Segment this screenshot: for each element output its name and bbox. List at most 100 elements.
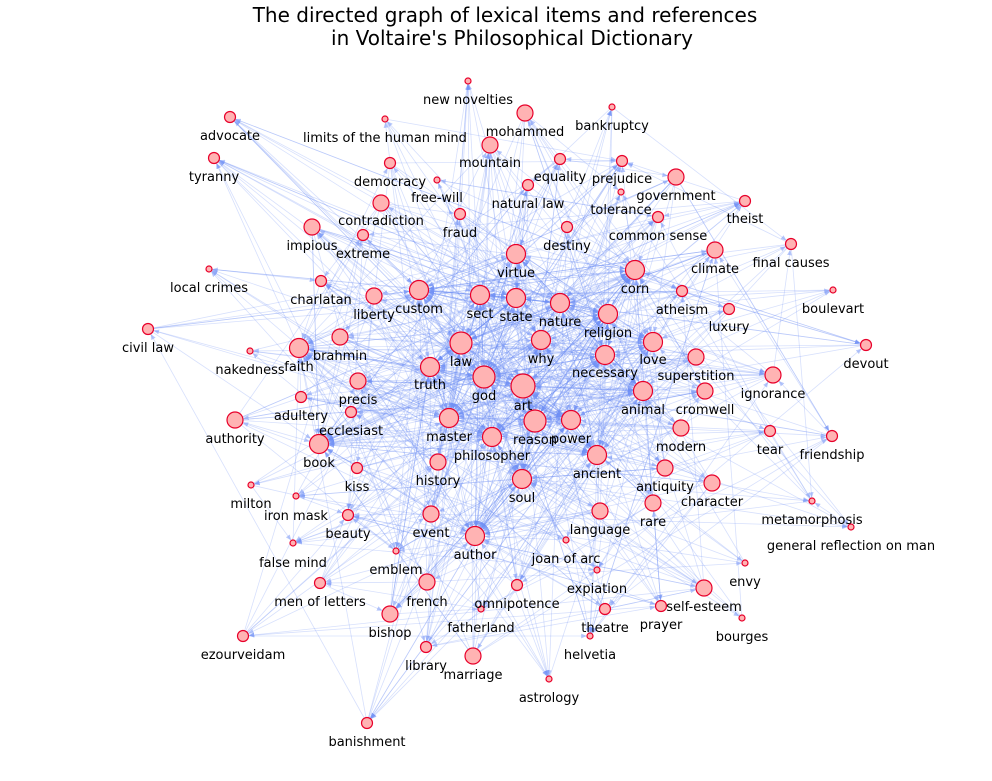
edge-religion-to-boulevart [607, 288, 830, 315]
edge-tear-to-metamorphosis [769, 430, 811, 499]
node-label-banishment: banishment [328, 735, 405, 750]
node-theatre [598, 602, 612, 616]
figure-title-line-2: in Voltaire's Philosophical Dictionary [331, 26, 693, 50]
edge-adultery-to-reason [300, 396, 524, 422]
edge-author-to-love [474, 349, 647, 537]
edge-common-sense-to-ancient [598, 216, 659, 446]
edge-milton-to-false-mind [250, 484, 292, 541]
node-climate [706, 241, 724, 259]
edge-god-to-omnipotence [483, 376, 518, 580]
edge-event-to-natural-law [430, 190, 528, 515]
node-label-theatre: theatre [581, 621, 628, 636]
edge-sect-to-author [472, 294, 481, 527]
edge-devout-to-state [525, 297, 867, 346]
edge-god-to-necessary [483, 355, 596, 378]
edge-natural-law-to-state [515, 184, 529, 289]
edge-necessary-to-authority [243, 354, 606, 420]
node-marriage [464, 647, 482, 665]
edge-tyranny-to-state [213, 157, 508, 294]
node-label-cromwell: cromwell [676, 403, 735, 418]
node-label-necessary: necessary [572, 366, 638, 381]
edge-reason-to-new-novelties [467, 84, 536, 422]
node-label-marriage: marriage [444, 668, 503, 683]
node-label-common-sense: common sense [609, 229, 708, 244]
node-envy [741, 559, 749, 567]
node-authority [226, 411, 244, 429]
edge-liberty-to-author [373, 295, 472, 528]
edge-love-to-master [458, 341, 654, 415]
edge-devout-to-nakedness [253, 344, 867, 354]
edge-boulevart-to-sect [489, 289, 834, 298]
edge-character-to-book [328, 443, 713, 484]
edge-modern-to-power [580, 418, 682, 429]
edge-self-esteem-to-beauty [353, 514, 705, 589]
node-superstition [687, 348, 705, 366]
node-friendship [825, 429, 839, 443]
edge-art-to-religion [522, 320, 601, 387]
edge-virtue-to-corn [515, 253, 626, 271]
node-label-metamorphosis: metamorphosis [761, 513, 863, 528]
edge-language-to-false-mind [296, 510, 601, 545]
edge-prejudice-to-equality [565, 156, 623, 162]
node-label-government: government [636, 189, 715, 204]
edge-theist-to-prejudice [627, 162, 746, 202]
edge-mountain-to-faith [305, 144, 491, 341]
edge-impious-to-expiation [311, 226, 595, 568]
edge-marriage-to-animal [472, 399, 638, 657]
edge-author-to-art [474, 397, 520, 537]
edge-general-reflection-on-man-to-metamorphosis [814, 502, 852, 528]
edge-art-to-book [328, 385, 524, 443]
node-bourges [738, 614, 746, 622]
edge-joan-of-arc-to-author [484, 534, 567, 541]
edge-why-to-impious [319, 230, 542, 341]
edge-faith-to-democracy [298, 168, 388, 349]
edge-art-to-animal [522, 385, 634, 393]
edge-marriage-to-friendship [472, 438, 828, 657]
edge-advocate-to-god [229, 116, 477, 369]
edge-self-esteem-to-why [546, 348, 705, 589]
edge-religion-to-theist [607, 204, 741, 315]
edge-limits-of-the-human-mind-to-soul [384, 118, 519, 470]
node-democracy [383, 156, 397, 170]
edge-author-to-soul [474, 486, 516, 537]
edge-philosopher-to-book [328, 436, 493, 446]
edge-authority-to-necessary [234, 355, 596, 421]
node-label-impious: impious [286, 239, 337, 254]
edge-prayer-to-god [490, 385, 662, 607]
edge-truth-to-custom [418, 299, 431, 368]
edge-men-of-letters-to-event [319, 518, 425, 584]
edge-language-to-cromwell [599, 397, 700, 512]
edge-kiss-to-philosopher [356, 438, 483, 469]
node-antiquity [656, 459, 674, 477]
node-label-kiss: kiss [345, 480, 370, 495]
edge-bishop-to-truth [389, 376, 430, 615]
node-prayer [654, 599, 668, 613]
edge-extreme-to-beauty [346, 234, 364, 510]
edge-philosopher-to-religion [491, 321, 602, 438]
edge-banishment-to-civil-law [150, 333, 368, 724]
edge-friendship-to-ignorance [778, 380, 833, 437]
edge-ancient-to-necessary [596, 364, 607, 456]
edge-book-to-author [318, 443, 467, 532]
edge-philosopher-to-religion [491, 321, 602, 438]
edge-charlatan-to-faith [301, 280, 322, 339]
edge-fraud-to-god [459, 213, 484, 366]
edge-kiss-to-faith [303, 356, 358, 469]
edge-mountain-to-religion [489, 144, 603, 307]
edge-climate-to-helvetia [590, 249, 716, 633]
edge-mohammed-to-religion [524, 112, 605, 306]
edge-impious-to-book [311, 226, 321, 435]
edge-climate-to-precis [365, 249, 716, 379]
edge-god-to-new-novelties [466, 84, 485, 378]
node-charlatan [314, 274, 328, 288]
edge-metamorphosis-to-tolerance [622, 194, 813, 502]
edge-democracy-to-beauty [346, 162, 391, 510]
edge-tolerance-to-author [478, 191, 622, 528]
node-necessary [594, 344, 616, 366]
edge-rare-to-soul [531, 479, 654, 504]
edge-author-to-art [474, 397, 520, 537]
node-label-beauty: beauty [325, 527, 371, 542]
node-advocate [223, 110, 237, 124]
edge-love-to-banishment [370, 341, 654, 719]
